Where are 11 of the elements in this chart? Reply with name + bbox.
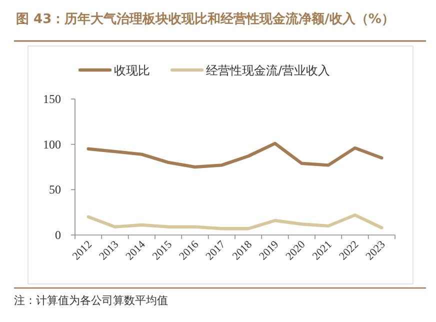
chart-title: 图 43：历年大气治理板块收现比和经营性现金流净额/收入（%） xyxy=(16,11,394,27)
y-tick-label: 150 xyxy=(43,92,61,106)
legend-label: 经营性现金流/营业收入 xyxy=(206,64,330,78)
y-tick-label: 100 xyxy=(43,137,61,152)
text: 注：计算值为各公司算数平均值 xyxy=(14,294,168,307)
line-series xyxy=(86,213,384,230)
line-series xyxy=(86,142,384,169)
x-tick-label: 2021 xyxy=(310,238,334,263)
y-tick-label: 50 xyxy=(49,182,61,197)
y-tick-label: 0 xyxy=(55,228,61,242)
legend-label: 收现比 xyxy=(114,64,150,78)
